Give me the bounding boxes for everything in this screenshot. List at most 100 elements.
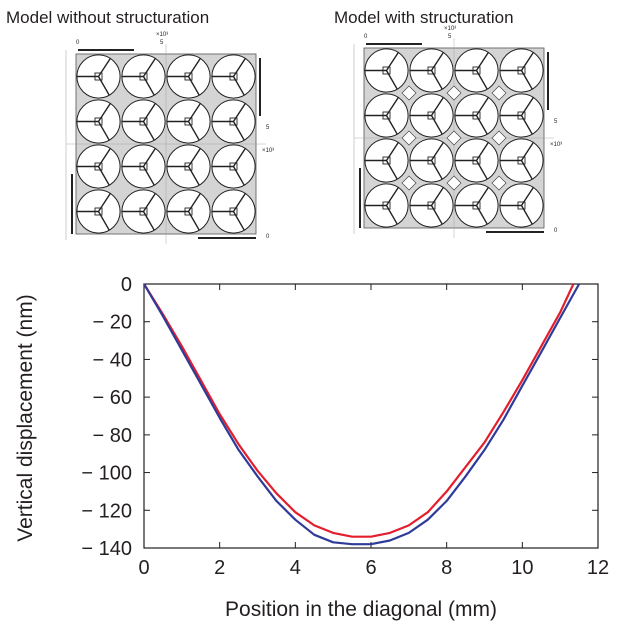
y-tick-label: 0	[554, 228, 558, 234]
x-scale-label: ×10³	[156, 32, 168, 38]
x-tick-label: 4	[290, 557, 301, 579]
cell-hub	[382, 156, 391, 165]
x-tick-label: 5	[448, 34, 452, 40]
cell-spoke	[475, 141, 489, 161]
y-tick-label: − 20	[93, 312, 132, 334]
model-panel-left: 0 5 ×10³ 5 ×10³ 0	[65, 32, 274, 244]
cell-hub	[94, 207, 103, 216]
y-tick-label: − 100	[81, 463, 132, 485]
cell-spoke	[142, 192, 156, 212]
diamond-cutout	[491, 85, 507, 101]
y-tick-label: − 40	[93, 349, 132, 371]
cell-spoke	[97, 192, 111, 212]
cell-hub	[427, 111, 436, 120]
cell-spoke	[142, 57, 156, 77]
cell-hub	[229, 72, 238, 81]
cell-spoke	[232, 57, 246, 77]
cell-hub	[184, 72, 193, 81]
cell-spoke	[97, 57, 111, 77]
cell-hub	[382, 66, 391, 75]
cell-hub	[229, 207, 238, 216]
cell-hub	[517, 111, 526, 120]
y-tick-label: − 120	[81, 500, 132, 522]
cell-hub	[472, 111, 481, 120]
y-tick-label: 5	[266, 125, 270, 131]
cell-hub	[94, 162, 103, 171]
cell-hub	[229, 117, 238, 126]
cell-hub	[427, 201, 436, 210]
y-tick-label: − 60	[93, 387, 132, 409]
cell-hub	[229, 162, 238, 171]
cell-spoke	[475, 186, 489, 206]
cell-hub	[517, 156, 526, 165]
x-tick-label: 8	[441, 557, 452, 579]
x-tick-label: 5	[160, 40, 164, 46]
right-panel-caption: Model with structuration	[334, 8, 514, 27]
cell-spoke	[385, 186, 399, 206]
cell-hub	[139, 162, 148, 171]
y-scale-label: ×10³	[262, 148, 274, 154]
diamond-cutout	[491, 130, 507, 146]
y-tick-label: 0	[266, 234, 270, 240]
cell-spoke	[187, 102, 201, 122]
cell-hub	[517, 201, 526, 210]
x-tick-label: 0	[76, 40, 80, 46]
cell-spoke	[187, 147, 201, 167]
cell-spoke	[232, 102, 246, 122]
diamond-cutout	[401, 130, 417, 146]
diamond-cutout	[401, 85, 417, 101]
left-panel-caption: Model without structuration	[6, 8, 210, 27]
diamond-cutout	[401, 175, 417, 191]
y-tick-label: − 140	[81, 538, 132, 560]
cell-spoke	[520, 96, 534, 116]
cell-hub	[427, 156, 436, 165]
plot-frame	[143, 283, 599, 549]
cell-hub	[472, 66, 481, 75]
cell-hub	[94, 117, 103, 126]
x-tick-label: 0	[364, 34, 368, 40]
y-scale-label: ×10³	[550, 142, 562, 148]
cell-hub	[382, 111, 391, 120]
y-axis-label: Vertical displacement (nm)	[14, 294, 37, 541]
cell-hub	[472, 156, 481, 165]
cell-spoke	[520, 186, 534, 206]
diamond-cutout	[446, 175, 462, 191]
cell-spoke	[520, 141, 534, 161]
cell-spoke	[187, 192, 201, 212]
cell-hub	[472, 201, 481, 210]
cell-spoke	[187, 57, 201, 77]
cell-spoke	[475, 51, 489, 71]
diamond-cutout	[446, 85, 462, 101]
model-panel-right: 0 5 ×10³ 5 ×10³ 0	[353, 26, 562, 238]
x-tick-label: 0	[138, 557, 149, 579]
cell-spoke	[232, 147, 246, 167]
x-tick-label: 2	[214, 557, 225, 579]
cell-hub	[427, 66, 436, 75]
cell-hub	[139, 117, 148, 126]
cell-spoke	[97, 147, 111, 167]
cell-spoke	[142, 102, 156, 122]
cell-spoke	[385, 96, 399, 116]
cell-hub	[184, 207, 193, 216]
x-tick-label: 6	[365, 557, 376, 579]
series-line-red	[143, 283, 575, 538]
cell-spoke	[430, 186, 444, 206]
y-tick-label: 0	[121, 274, 132, 296]
cell-spoke	[97, 102, 111, 122]
cell-spoke	[385, 51, 399, 71]
cell-spoke	[232, 192, 246, 212]
cell-hub	[517, 66, 526, 75]
y-tick-label: − 80	[93, 425, 132, 447]
cell-hub	[139, 72, 148, 81]
diamond-cutout	[491, 175, 507, 191]
cell-spoke	[142, 147, 156, 167]
cell-hub	[94, 72, 103, 81]
cell-hub	[184, 162, 193, 171]
cell-hub	[382, 201, 391, 210]
x-tick-label: 10	[511, 557, 533, 579]
cell-spoke	[430, 51, 444, 71]
cell-spoke	[385, 141, 399, 161]
cell-spoke	[475, 96, 489, 116]
cell-hub	[184, 117, 193, 126]
